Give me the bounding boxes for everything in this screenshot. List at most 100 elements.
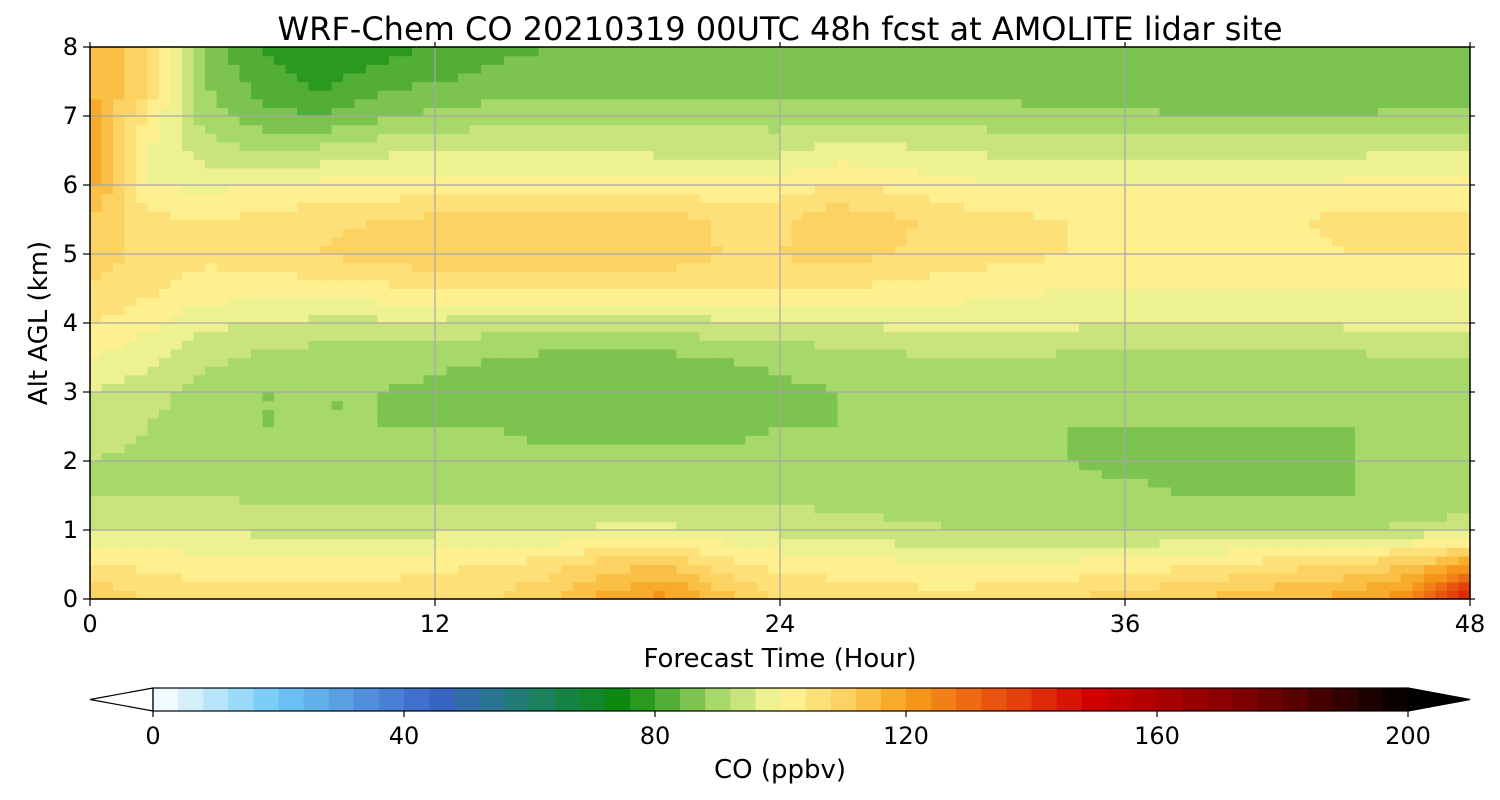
- contour-cell: [550, 357, 563, 367]
- contour-cell: [136, 530, 149, 540]
- contour-cell: [630, 331, 643, 341]
- contour-cell: [159, 314, 172, 324]
- contour-cell: [1286, 417, 1299, 428]
- contour-cell: [1033, 469, 1046, 479]
- contour-cell: [1090, 279, 1103, 290]
- contour-cell: [400, 521, 413, 531]
- contour-cell: [1182, 573, 1195, 583]
- contour-cell: [1274, 512, 1287, 522]
- contour-cell: [1424, 469, 1437, 479]
- contour-cell: [343, 435, 356, 445]
- contour-cell: [1458, 297, 1470, 307]
- contour-cell: [630, 400, 643, 410]
- contour-cell: [1090, 478, 1103, 488]
- contour-cell: [101, 521, 114, 531]
- contour-cell: [297, 495, 310, 505]
- contour-cell: [883, 357, 896, 367]
- contour-cell: [1090, 305, 1103, 315]
- contour-cell: [1378, 461, 1391, 471]
- contour-cell: [1378, 392, 1391, 402]
- contour-cell: [90, 452, 103, 462]
- contour-cell: [1389, 245, 1402, 255]
- contour-cell: [699, 461, 712, 471]
- contour-cell: [1056, 305, 1069, 315]
- contour-cell: [1447, 297, 1460, 307]
- contour-cell: [1148, 581, 1161, 591]
- contour-cell: [435, 426, 448, 436]
- contour-cell: [1148, 366, 1161, 376]
- contour-cell: [722, 409, 735, 419]
- contour-cell: [573, 521, 586, 531]
- contour-cell: [492, 443, 505, 453]
- contour-cell: [872, 348, 885, 359]
- contour-cell: [113, 486, 126, 497]
- contour-cell: [1332, 495, 1345, 505]
- contour-cell: [101, 348, 114, 359]
- contour-cell: [354, 400, 367, 410]
- contour-cell: [228, 512, 241, 522]
- contour-cell: [90, 469, 103, 479]
- contour-cell: [1355, 581, 1368, 591]
- contour-cell: [297, 305, 310, 315]
- contour-cell: [941, 279, 954, 290]
- contour-cell: [561, 245, 574, 255]
- contour-cell: [987, 547, 1000, 557]
- contour-cell: [929, 478, 942, 488]
- contour-cell: [1113, 297, 1126, 307]
- contour-cell: [251, 331, 264, 341]
- contour-cell: [573, 486, 586, 497]
- contour-cell: [435, 262, 448, 272]
- contour-cell: [1217, 314, 1230, 324]
- contour-cell: [975, 323, 988, 333]
- contour-cell: [826, 478, 839, 488]
- contour-cell: [1079, 443, 1092, 453]
- contour-cell: [814, 288, 827, 298]
- contour-cell: [711, 262, 724, 272]
- contour-cell: [1205, 530, 1218, 540]
- contour-cell: [1079, 357, 1092, 367]
- contour-cell: [492, 435, 505, 445]
- contour-cell: [1056, 555, 1069, 566]
- contour-cell: [906, 288, 919, 298]
- contour-cell: [688, 323, 701, 333]
- contour-cell: [1102, 443, 1115, 453]
- contour-cell: [446, 383, 459, 393]
- contour-cell: [446, 305, 459, 315]
- contour-cell: [193, 288, 206, 298]
- contour-cell: [1044, 262, 1057, 272]
- contour-cell: [860, 366, 873, 376]
- contour-cell: [1090, 573, 1103, 583]
- contour-cell: [492, 486, 505, 497]
- contour-cell: [1366, 305, 1379, 315]
- contour-cell: [998, 331, 1011, 341]
- contour-cell: [630, 297, 643, 307]
- contour-cell: [538, 581, 551, 591]
- contour-cell: [308, 443, 321, 453]
- contour-cell: [699, 478, 712, 488]
- contour-cell: [895, 530, 908, 540]
- contour-cell: [607, 581, 620, 591]
- contour-cell: [205, 314, 218, 324]
- contour-cell: [331, 486, 344, 497]
- contour-cell: [1113, 495, 1126, 505]
- contour-cell: [297, 581, 310, 591]
- contour-cell: [343, 452, 356, 462]
- contour-cell: [320, 305, 333, 315]
- contour-cell: [1102, 374, 1115, 384]
- contour-cell: [538, 279, 551, 290]
- contour-cell: [1389, 279, 1402, 290]
- contour-cell: [527, 486, 540, 497]
- contour-cell: [297, 348, 310, 359]
- contour-cell: [538, 262, 551, 272]
- contour-cell: [573, 426, 586, 436]
- contour-cell: [1113, 573, 1126, 583]
- contour-cell: [1251, 314, 1264, 324]
- contour-cell: [1205, 374, 1218, 384]
- contour-cell: [446, 236, 459, 246]
- contour-cell: [136, 366, 149, 376]
- contour-cell: [90, 383, 103, 393]
- contour-cell: [1021, 590, 1034, 599]
- contour-cell: [918, 564, 931, 574]
- contour-cell: [619, 461, 632, 471]
- contour-cell: [676, 323, 689, 333]
